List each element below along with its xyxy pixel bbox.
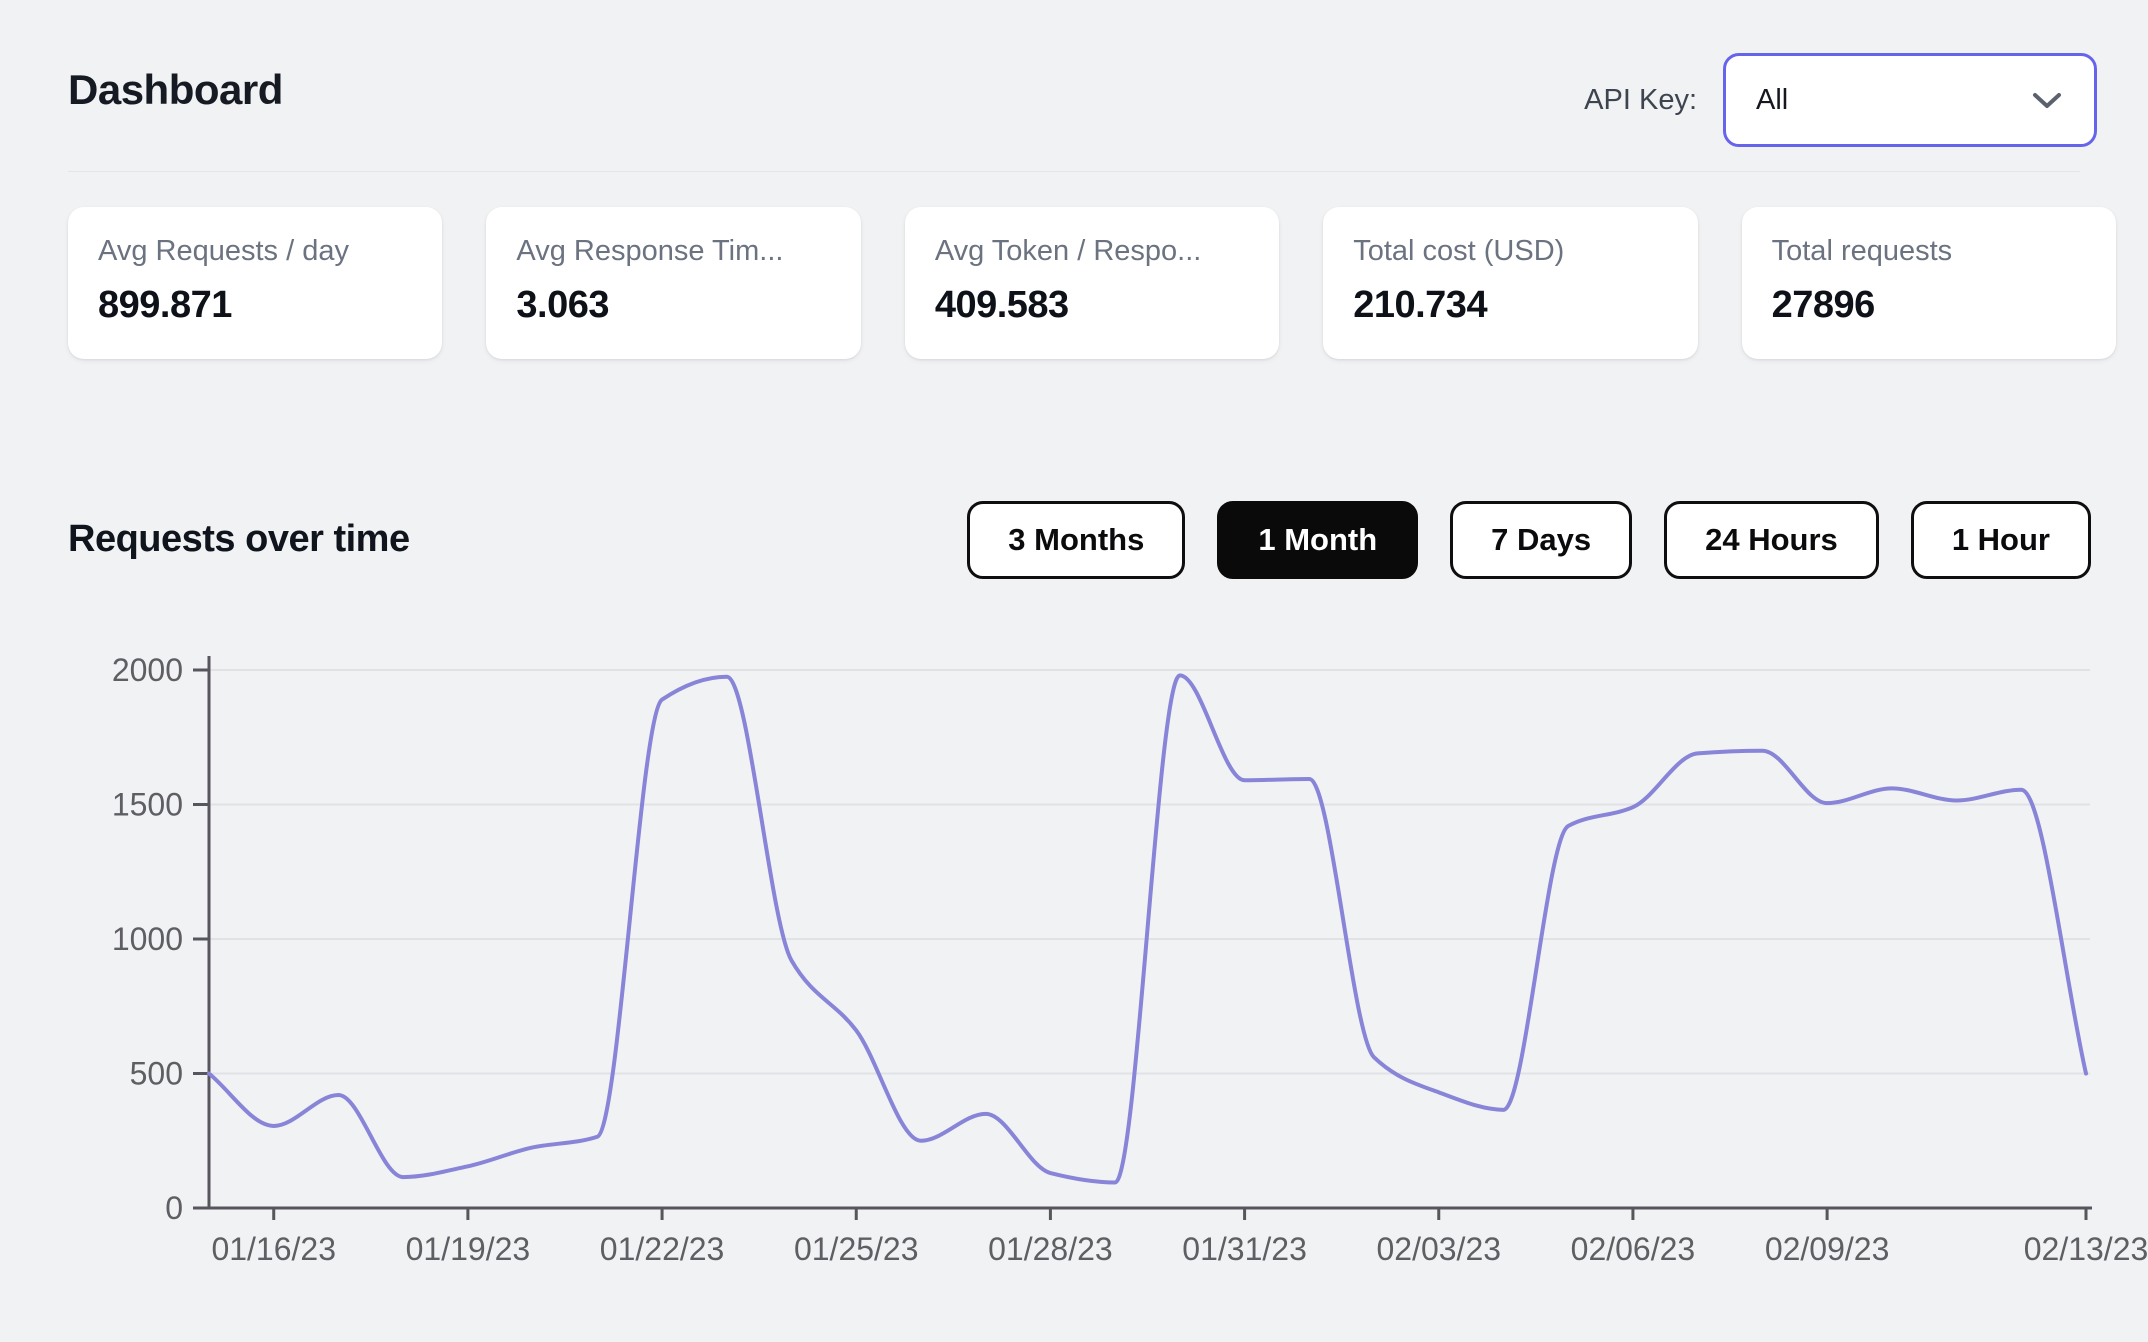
stat-card-avg-response-tim: Avg Response Tim... 3.063	[486, 207, 861, 359]
section-title: Requests over time	[68, 518, 410, 560]
y-tick-label: 2000	[112, 652, 183, 688]
x-tick-label: 01/19/23	[406, 1231, 531, 1267]
stat-value: 210.734	[1353, 284, 1488, 326]
axes	[207, 656, 2092, 1210]
header-divider	[68, 171, 2080, 172]
y-gridlines	[209, 669, 2090, 1075]
stat-label: Total cost (USD)	[1353, 235, 1565, 267]
y-tick-label: 500	[130, 1056, 183, 1092]
x-tick-label: 02/03/23	[1376, 1231, 1501, 1267]
x-tick-label: 01/16/23	[211, 1231, 336, 1267]
x-tick-label: 01/28/23	[988, 1231, 1113, 1267]
page-title: Dashboard	[68, 66, 283, 113]
stat-value: 899.871	[98, 284, 232, 326]
x-tick-label: 01/31/23	[1182, 1231, 1307, 1267]
y-axis-ticks: 0 500 1000 1500 2000	[112, 652, 209, 1226]
range-button-24-hours[interactable]: 24 Hours	[1664, 501, 1879, 579]
stat-value: 3.063	[516, 284, 609, 326]
stat-card-total-requests: Total requests 27896	[1741, 207, 2117, 359]
api-key-control: API Key: All	[1584, 53, 2097, 147]
stats-row: Avg Requests / day 899.871 Avg Response Ti…	[68, 207, 2117, 359]
stat-value: 409.583	[934, 284, 1069, 326]
stat-label: Avg Response Tim...	[516, 235, 784, 267]
stat-card-avg-requests-day: Avg Requests / day 899.871	[68, 207, 443, 359]
range-button-1-month[interactable]: 1 Month	[1217, 501, 1419, 579]
y-tick-label: 1000	[112, 921, 183, 957]
y-tick-label: 0	[165, 1190, 183, 1226]
api-key-selected-value: All	[1756, 83, 1789, 116]
range-button-3-months[interactable]: 3 Months	[967, 501, 1186, 579]
stat-label: Avg Token / Respo...	[934, 235, 1202, 267]
requests-over-time-chart: 0 500 1000 1500 2000 01/16/23 01/19/23 01/22/23…	[0, 560, 2148, 1300]
api-key-label: API Key:	[1584, 83, 1697, 116]
stat-card-total-cost-usd: Total cost (USD) 210.734	[1323, 207, 1698, 359]
stat-value: 27896	[1771, 284, 1876, 326]
x-tick-label: 01/22/23	[600, 1231, 725, 1267]
x-tick-label: 02/09/23	[1765, 1231, 1890, 1267]
x-tick-label: 02/06/23	[1571, 1231, 1696, 1267]
range-button-7-days[interactable]: 7 Days	[1450, 501, 1633, 579]
stat-label: Avg Requests / day	[98, 235, 349, 267]
y-tick-label: 1500	[112, 787, 183, 823]
time-range-buttons: 3 Months 1 Month 7 Days 24 Hours 1 Hour	[967, 501, 2091, 579]
stat-card-avg-token-respo: Avg Token / Respo... 409.583	[904, 207, 1280, 359]
api-key-select[interactable]: All	[1723, 53, 2097, 147]
range-button-1-hour[interactable]: 1 Hour	[1910, 501, 2091, 579]
stat-label: Total requests	[1771, 235, 1953, 267]
chart-canvas: 0 500 1000 1500 2000 01/16/23 01/19/23 01/22/23…	[112, 652, 2148, 1267]
x-tick-label: 02/13/23	[2024, 1231, 2148, 1267]
chevron-down-icon	[2033, 92, 2061, 108]
x-axis-ticks: 01/16/23 01/19/23 01/22/23 01/25/23 01/28/23…	[211, 1208, 2148, 1267]
chart-line-requests	[207, 673, 2088, 1185]
x-tick-label: 01/25/23	[794, 1231, 919, 1267]
